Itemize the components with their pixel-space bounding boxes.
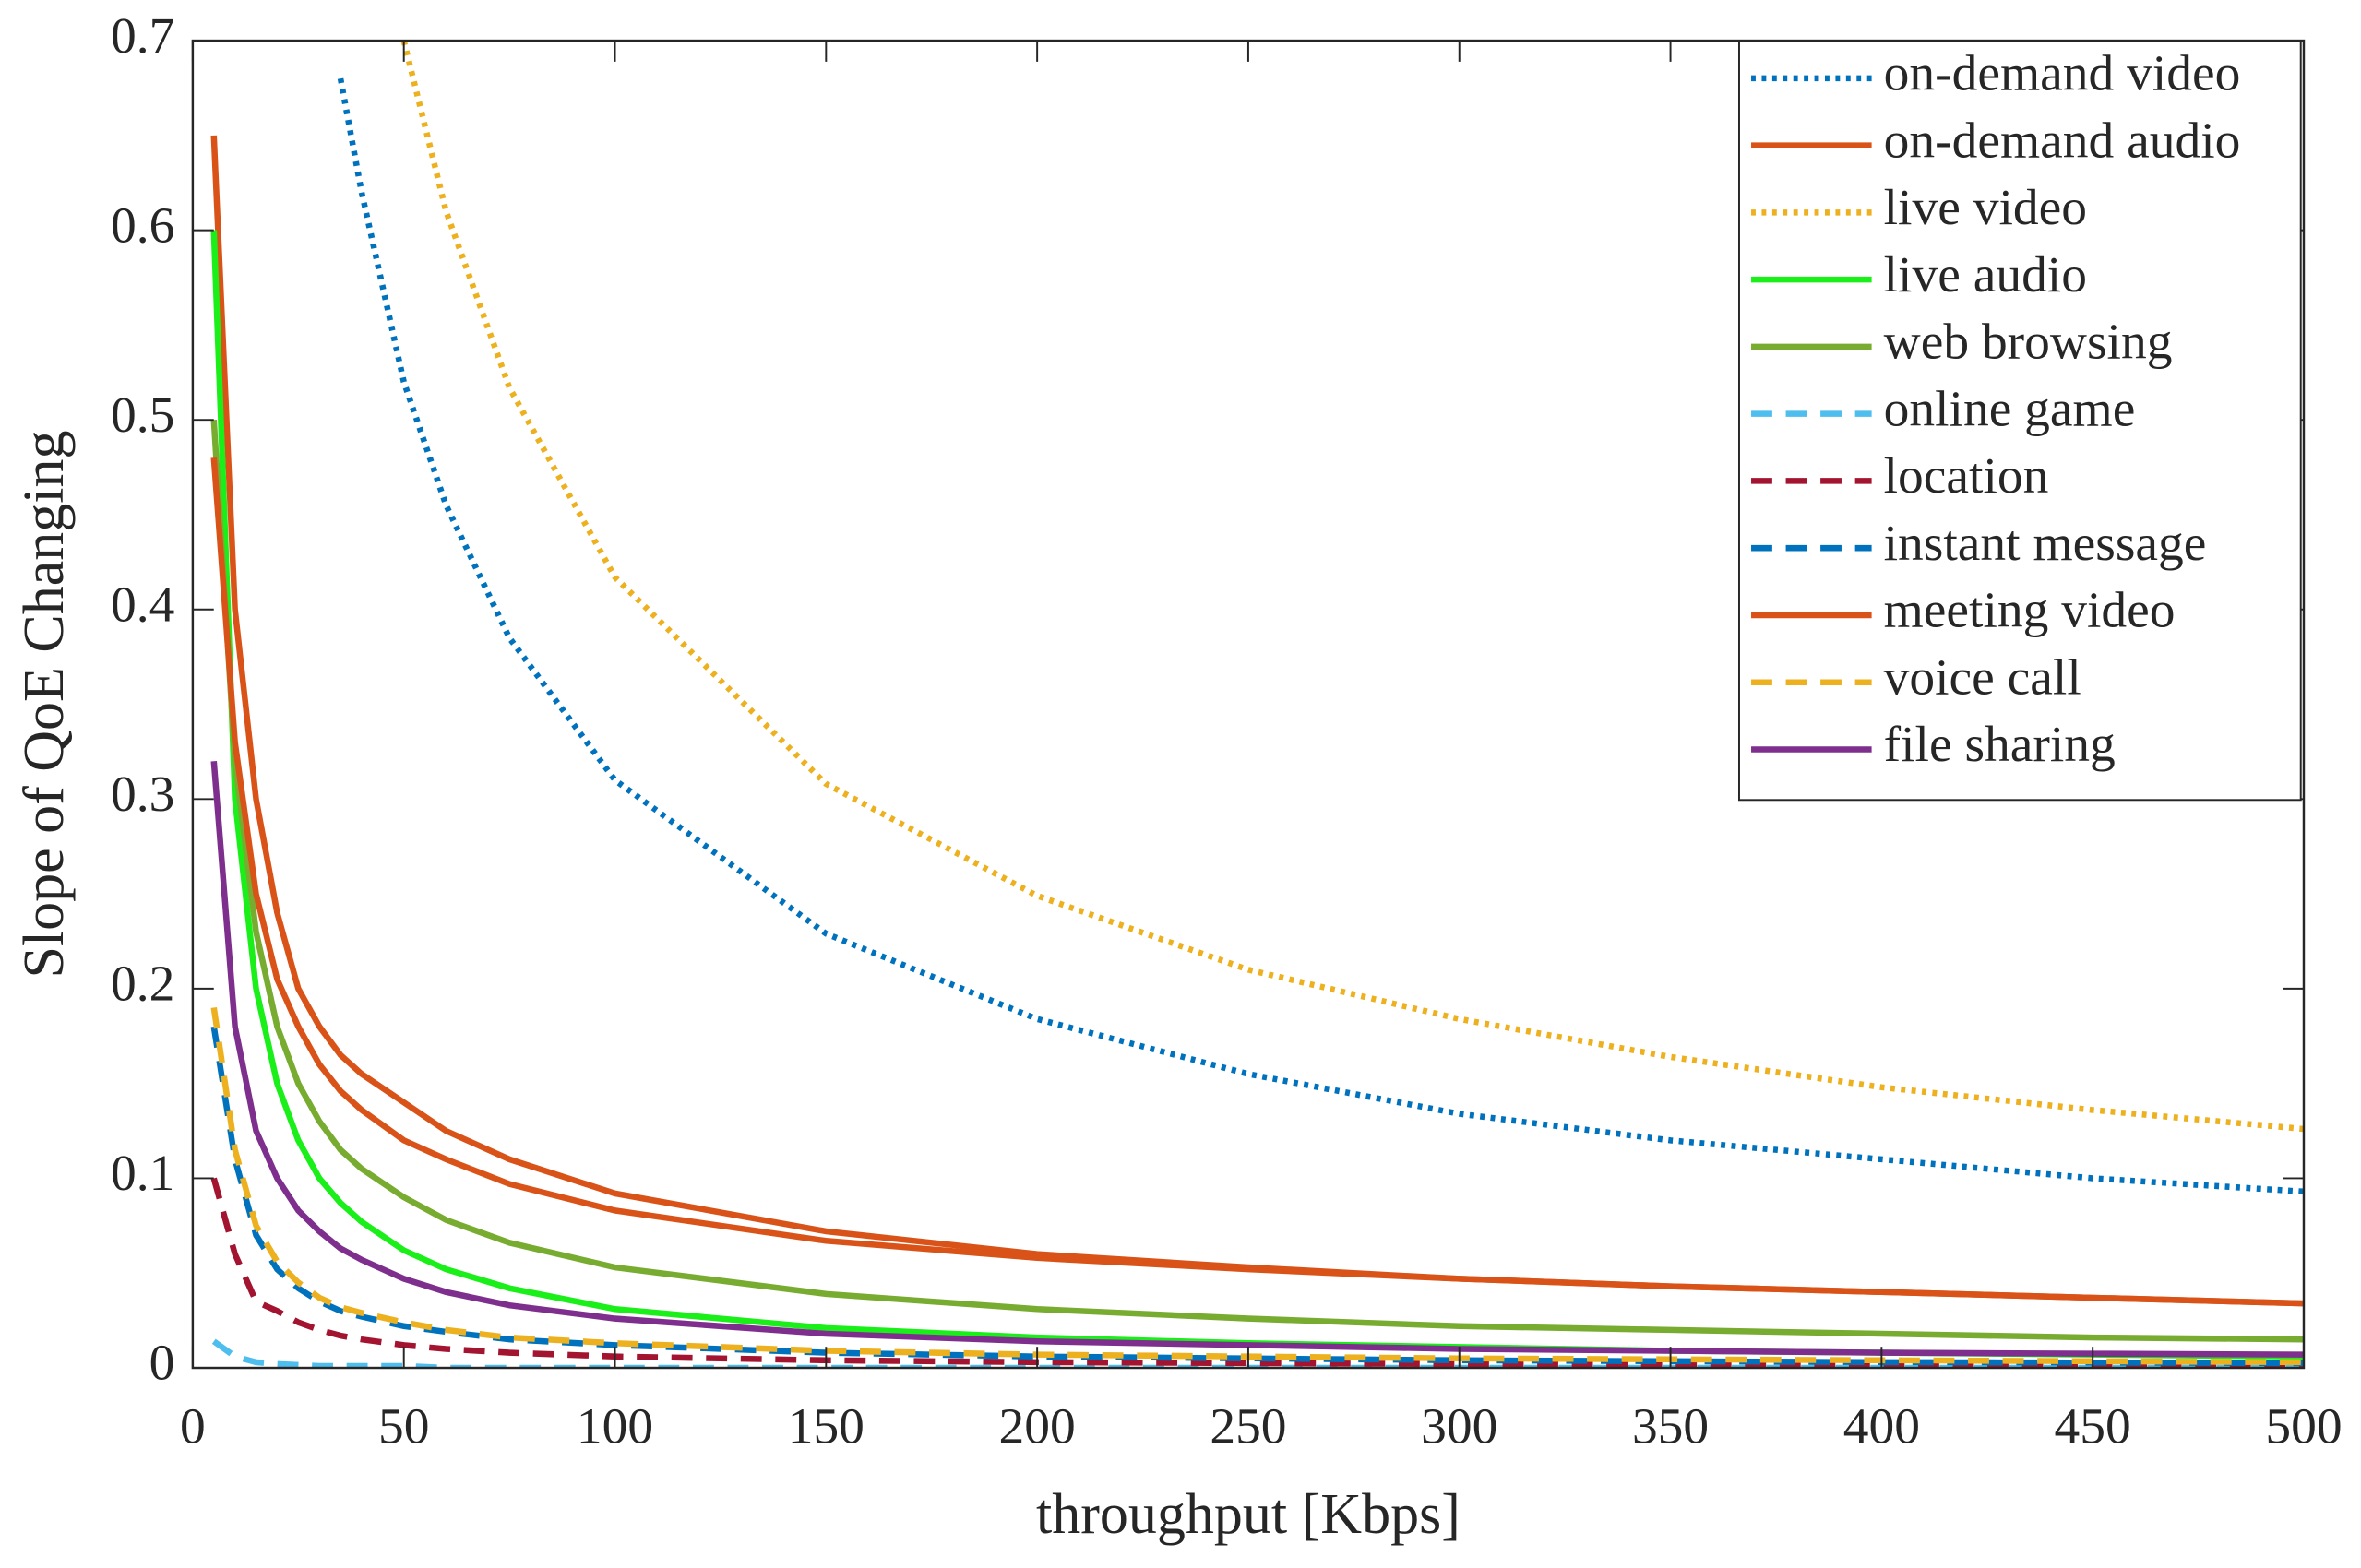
x-tick-label: 350 — [1632, 1397, 1709, 1454]
series-line — [211, 1338, 2304, 1369]
y-tick-label: 0.6 — [111, 196, 174, 253]
legend-label: voice call — [1884, 648, 2081, 705]
series-line — [337, 77, 2304, 1195]
plot-lines — [210, 41, 2304, 1369]
y-axis-label: Slope of QoE Changing — [13, 431, 76, 979]
y-tick-label: 0.4 — [111, 576, 174, 632]
x-tick-label: 100 — [577, 1397, 653, 1454]
legend-label: on-demand audio — [1884, 112, 2241, 168]
y-tick-label: 0.5 — [111, 386, 174, 443]
y-tick-label: 0.7 — [111, 7, 174, 64]
y-tick-label: 0.1 — [111, 1145, 174, 1201]
series-line — [210, 419, 2304, 1343]
legend-box — [1737, 40, 2302, 802]
series-line — [210, 1006, 2304, 1366]
x-tick-label: 200 — [999, 1397, 1076, 1454]
x-tick-label: 50 — [378, 1397, 429, 1454]
x-tick-label: 400 — [1843, 1397, 1920, 1454]
legend-label: live video — [1884, 179, 2087, 235]
x-tick-label: 300 — [1421, 1397, 1497, 1454]
series-line — [210, 760, 2304, 1358]
y-tick-label: 0.3 — [111, 766, 174, 822]
y-tick-label: 0 — [149, 1335, 175, 1391]
legend-label: location — [1884, 447, 2049, 504]
x-tick-label: 0 — [180, 1397, 206, 1454]
legend-label: web browsing — [1884, 314, 2173, 370]
y-tick-label: 0.2 — [111, 956, 174, 1012]
legend-label: instant message — [1884, 515, 2207, 571]
legend-label: meeting video — [1884, 582, 2176, 638]
x-axis-label: throughput [Kbps] — [1036, 1483, 1461, 1546]
series-line — [210, 457, 2304, 1307]
x-tick-label: 150 — [788, 1397, 865, 1454]
x-tick-label: 450 — [2055, 1397, 2131, 1454]
series-line — [400, 41, 2304, 1133]
legend-label: on-demand video — [1884, 45, 2241, 101]
x-tick-label: 500 — [2265, 1397, 2342, 1454]
series-line — [210, 1026, 2304, 1367]
x-tick-label: 250 — [1210, 1397, 1286, 1454]
legend-label: file sharing — [1884, 716, 2116, 772]
series-line — [210, 1177, 2304, 1369]
legend-label: online game — [1884, 380, 2136, 436]
legend: on-demand video on-demand audio live video… — [1737, 40, 2302, 802]
legend-label: live audio — [1884, 246, 2087, 303]
